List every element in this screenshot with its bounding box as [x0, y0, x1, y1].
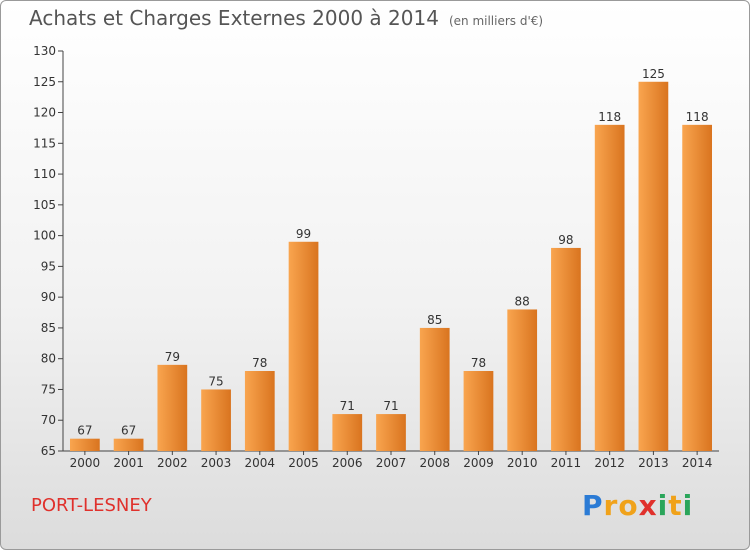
bar-value-label: 99 [296, 227, 311, 241]
bar [244, 371, 275, 451]
bar [157, 364, 188, 451]
x-tick-label: 2004 [245, 456, 276, 470]
x-tick-label: 2001 [113, 456, 144, 470]
bar-value-label: 118 [598, 110, 621, 124]
bar [332, 414, 363, 451]
bar-value-label: 88 [515, 294, 530, 308]
y-tick-label: 90 [41, 290, 56, 304]
y-tick-label: 75 [41, 382, 56, 396]
bar-value-label: 67 [121, 424, 136, 438]
bar [113, 438, 144, 451]
bar-value-label: 71 [340, 399, 355, 413]
y-tick-label: 95 [41, 259, 56, 273]
chart-subtitle: (en milliers d'€) [448, 14, 544, 28]
bar-value-label: 67 [77, 424, 92, 438]
x-tick-label: 2010 [507, 456, 538, 470]
bar [463, 371, 494, 451]
bar-value-label: 78 [252, 356, 267, 370]
x-tick-label: 2000 [70, 456, 101, 470]
city-name: PORT-LESNEY [31, 495, 152, 516]
y-tick-label: 105 [33, 198, 56, 212]
logo-letter: i [657, 489, 669, 522]
logo-letter: o [618, 489, 639, 522]
x-tick-label: 2012 [594, 456, 625, 470]
y-tick-label: 120 [33, 106, 56, 120]
bar [594, 124, 625, 451]
bar-value-label: 118 [686, 110, 709, 124]
x-tick-label: 2002 [157, 456, 188, 470]
proxiti-logo: Proxiti [582, 489, 693, 522]
x-tick-label: 2014 [682, 456, 713, 470]
x-tick-label: 2006 [332, 456, 363, 470]
x-tick-label: 2011 [551, 456, 582, 470]
bar-value-label: 85 [427, 313, 442, 327]
x-tick-label: 2007 [376, 456, 407, 470]
chart-bars: 67 67 79 75 78 99 71 71 85 78 88 98 118 125 118 [69, 67, 713, 452]
bar-value-label: 75 [208, 374, 223, 388]
bar-value-label: 78 [471, 356, 486, 370]
bar [288, 241, 319, 451]
bar [682, 124, 713, 451]
bar [69, 438, 100, 451]
bar [376, 414, 406, 451]
bar [638, 81, 669, 452]
bar [201, 389, 231, 451]
chart-axes: 65 70 75 80 85 90 95 100 105 110 115 120 125 130 2000 2… [33, 44, 719, 470]
logo-letter: P [582, 489, 604, 522]
x-tick-label: 2008 [419, 456, 450, 470]
logo-letter: x [638, 489, 658, 522]
y-tick-label: 100 [33, 229, 56, 243]
bar-value-label: 71 [383, 399, 398, 413]
bar-value-label: 79 [165, 350, 180, 364]
y-tick-label: 70 [41, 413, 56, 427]
y-tick-label: 65 [41, 444, 56, 458]
x-tick-label: 2013 [638, 456, 669, 470]
bar [551, 247, 581, 451]
bar-value-label: 98 [558, 233, 573, 247]
y-tick-label: 85 [41, 321, 56, 335]
bar [507, 309, 538, 451]
y-tick-label: 110 [33, 167, 56, 181]
bar-value-label: 125 [642, 67, 665, 81]
x-tick-label: 2003 [201, 456, 232, 470]
logo-letter: r [603, 489, 619, 522]
bar [419, 327, 450, 451]
chart-title: Achats et Charges Externes 2000 à 2014 (e… [29, 6, 543, 30]
logo-letter: i [682, 489, 694, 522]
logo-letter: t [668, 489, 683, 522]
y-tick-label: 115 [33, 136, 56, 150]
x-tick-label: 2009 [463, 456, 494, 470]
chart-title-text: Achats et Charges Externes 2000 à 2014 [29, 6, 439, 30]
x-tick-label: 2005 [288, 456, 319, 470]
y-tick-label: 125 [33, 75, 56, 89]
y-tick-label: 80 [41, 352, 56, 366]
y-tick-label: 130 [33, 44, 56, 58]
